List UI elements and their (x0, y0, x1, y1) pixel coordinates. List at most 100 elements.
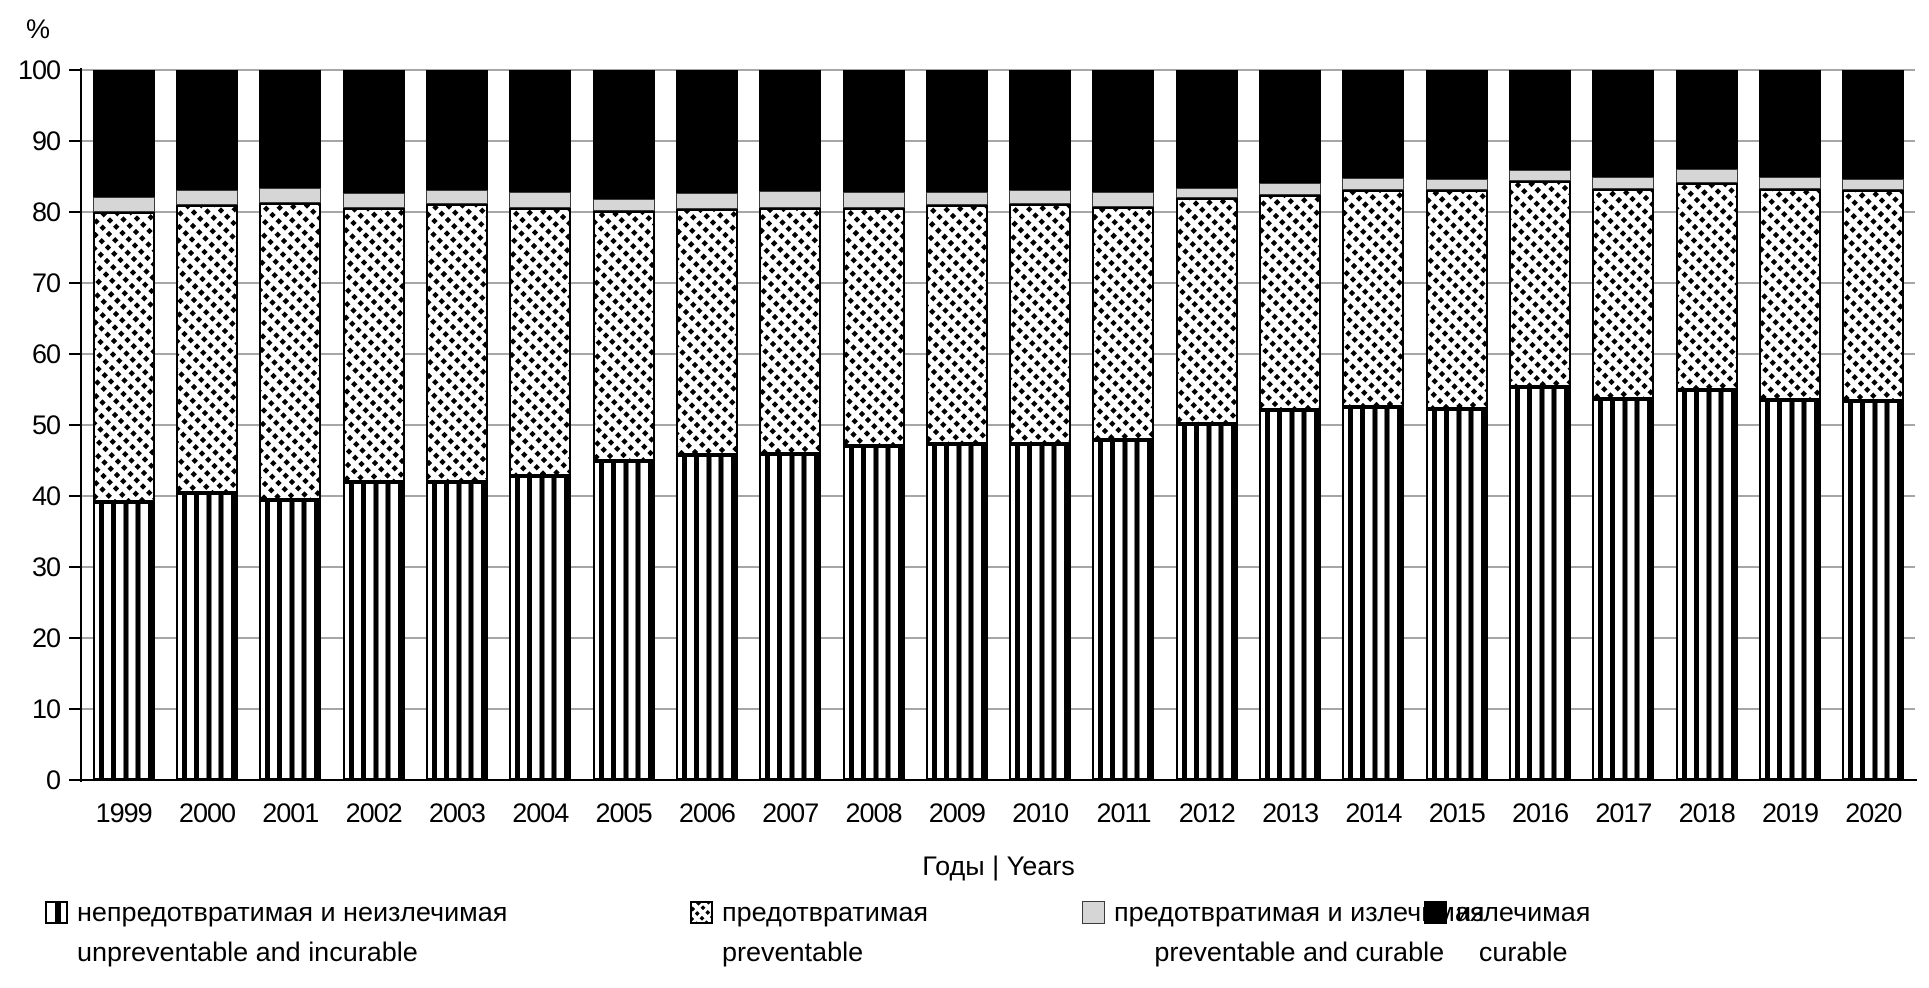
bar-segment-2016-preventable-and-curable (1509, 170, 1572, 181)
legend-line-ru: излечимая (1424, 896, 1590, 929)
legend-swatch-solid-gray-icon (1082, 901, 1105, 924)
bar-segment-2004-preventable (509, 208, 572, 477)
bar-segment-2014-curable (1342, 70, 1405, 178)
y-tick-50 (69, 424, 80, 426)
bar-segment-2015-preventable (1425, 189, 1488, 410)
bar-segment-2020-preventable-and-curable (1842, 179, 1905, 190)
bar-segment-2006-unpreventable-and-incurable (675, 454, 738, 780)
bar-segment-2019-unpreventable-and-incurable (1759, 400, 1822, 780)
x-axis-line (80, 779, 1917, 781)
y-tick-label-90: 90 (31, 126, 61, 156)
y-tick-60 (69, 353, 80, 355)
bar-segment-2006-preventable-and-curable (675, 192, 738, 210)
y-tick-label-30: 30 (31, 552, 61, 582)
bar-segment-2017-curable (1592, 70, 1655, 177)
bar-segment-2005-preventable (592, 211, 655, 462)
legend-item-preventable: предотвратимая preventable (690, 896, 928, 969)
x-tick-label-2017: 2017 (1595, 798, 1652, 828)
gridline-90 (82, 140, 1915, 142)
bar-segment-2015-unpreventable-and-incurable (1425, 409, 1488, 780)
bar-segment-2003-unpreventable-and-incurable (425, 481, 488, 780)
x-tick-label-2020: 2020 (1845, 798, 1902, 828)
bar-segment-2011-curable (1092, 70, 1155, 193)
x-tick-label-2019: 2019 (1761, 798, 1819, 828)
bar-segment-2008-unpreventable-and-incurable (842, 446, 905, 780)
gridline-20 (82, 637, 1915, 639)
bar-segment-2006-curable (675, 70, 738, 193)
legend-line-ru: непредотвратимая и неизлечимая (45, 896, 507, 929)
y-tick-label-0: 0 (45, 765, 61, 795)
bar-segment-2019-preventable-and-curable (1759, 177, 1822, 190)
legend-swatch-solid-black-icon (1424, 901, 1447, 924)
legend-label-en: preventable (722, 937, 864, 967)
x-tick-label-2016: 2016 (1512, 798, 1569, 828)
x-tick-label-2013: 2013 (1262, 798, 1319, 828)
y-axis-unit-label: % (26, 14, 51, 44)
bar-segment-2001-preventable-and-curable (259, 187, 322, 204)
bar-segment-2015-preventable-and-curable (1425, 178, 1488, 190)
bar-segment-2013-preventable-and-curable (1259, 182, 1322, 195)
x-tick-label-2011: 2011 (1096, 798, 1151, 828)
bar-segment-2014-preventable-and-curable (1342, 177, 1405, 190)
y-tick-90 (69, 140, 80, 142)
bar-segment-2010-curable (1009, 70, 1072, 190)
bar-segment-2017-preventable (1592, 188, 1655, 400)
y-tick-30 (69, 566, 80, 568)
gridline-70 (82, 282, 1915, 284)
bar-segment-2012-unpreventable-and-incurable (1175, 424, 1238, 780)
x-tick-label-1999: 1999 (95, 798, 153, 828)
bar-segment-2012-preventable-and-curable (1175, 187, 1238, 198)
y-tick-0 (69, 779, 80, 781)
y-tick-label-80: 80 (31, 197, 61, 227)
bar-segment-2004-curable (509, 70, 572, 193)
bar-segment-2003-curable (425, 70, 488, 190)
legend-label-ru: излечимая (1456, 897, 1591, 927)
gridline-50 (82, 424, 1915, 426)
bar-segment-2007-preventable-and-curable (759, 190, 822, 209)
gridline-80 (82, 211, 1915, 213)
bar-segment-2007-unpreventable-and-incurable (759, 454, 822, 780)
bar-segment-2007-preventable (759, 208, 822, 455)
bar-segment-2019-preventable (1759, 189, 1822, 401)
legend-label-en: preventable and curable (1154, 937, 1445, 967)
bar-segment-2000-unpreventable-and-incurable (175, 493, 238, 780)
bar-segment-2000-preventable-and-curable (175, 189, 238, 205)
bar-segment-2006-preventable (675, 209, 738, 455)
x-tick-label-2015: 2015 (1428, 798, 1486, 828)
bar-segment-2008-curable (842, 70, 905, 193)
bar-segment-2013-unpreventable-and-incurable (1259, 410, 1322, 780)
x-tick-label-2008: 2008 (845, 798, 902, 828)
x-tick-label-2000: 2000 (178, 798, 236, 828)
y-axis-line (80, 68, 82, 782)
y-tick-label-60: 60 (31, 339, 61, 369)
legend-line-ru: предотвратимая и излечимая (1082, 896, 1485, 929)
bar-segment-1999-preventable (92, 212, 155, 502)
legend-item-unpreventable-and-incurable: непредотвратимая и неизлечимая unpreventa… (45, 896, 507, 969)
bar-segment-2009-preventable-and-curable (925, 192, 988, 205)
x-tick-label-2007: 2007 (762, 798, 819, 828)
bar-segment-2004-preventable-and-curable (509, 192, 572, 209)
bar-segment-2011-preventable (1092, 207, 1155, 440)
bar-segment-2016-curable (1509, 70, 1572, 171)
bar-segment-2000-preventable (175, 204, 238, 494)
bar-segment-2005-preventable-and-curable (592, 198, 655, 212)
bar-segment-2010-unpreventable-and-incurable (1009, 444, 1072, 780)
bar-segment-2020-preventable (1842, 189, 1905, 401)
legend-label-ru: предотвратимая (722, 897, 929, 927)
bar-segment-2011-unpreventable-and-incurable (1092, 439, 1155, 780)
x-tick-label-2014: 2014 (1345, 798, 1402, 828)
bar-segment-2012-preventable (1175, 197, 1238, 425)
bar-segment-2002-preventable (342, 208, 405, 482)
x-tick-label-2009: 2009 (928, 798, 986, 828)
bar-segment-2001-curable (259, 70, 322, 188)
bar-segment-2013-curable (1259, 70, 1322, 183)
bar-segment-2001-preventable (259, 203, 322, 501)
y-tick-label-40: 40 (31, 481, 61, 511)
x-tick-label-2006: 2006 (678, 798, 736, 828)
bar-segment-2002-preventable-and-curable (342, 192, 405, 209)
gridline-10 (82, 708, 1915, 710)
bar-segment-1999-unpreventable-and-incurable (92, 501, 155, 780)
legend-swatch-vertical-stripes-icon (45, 901, 68, 924)
bar-segment-2007-curable (759, 70, 822, 191)
